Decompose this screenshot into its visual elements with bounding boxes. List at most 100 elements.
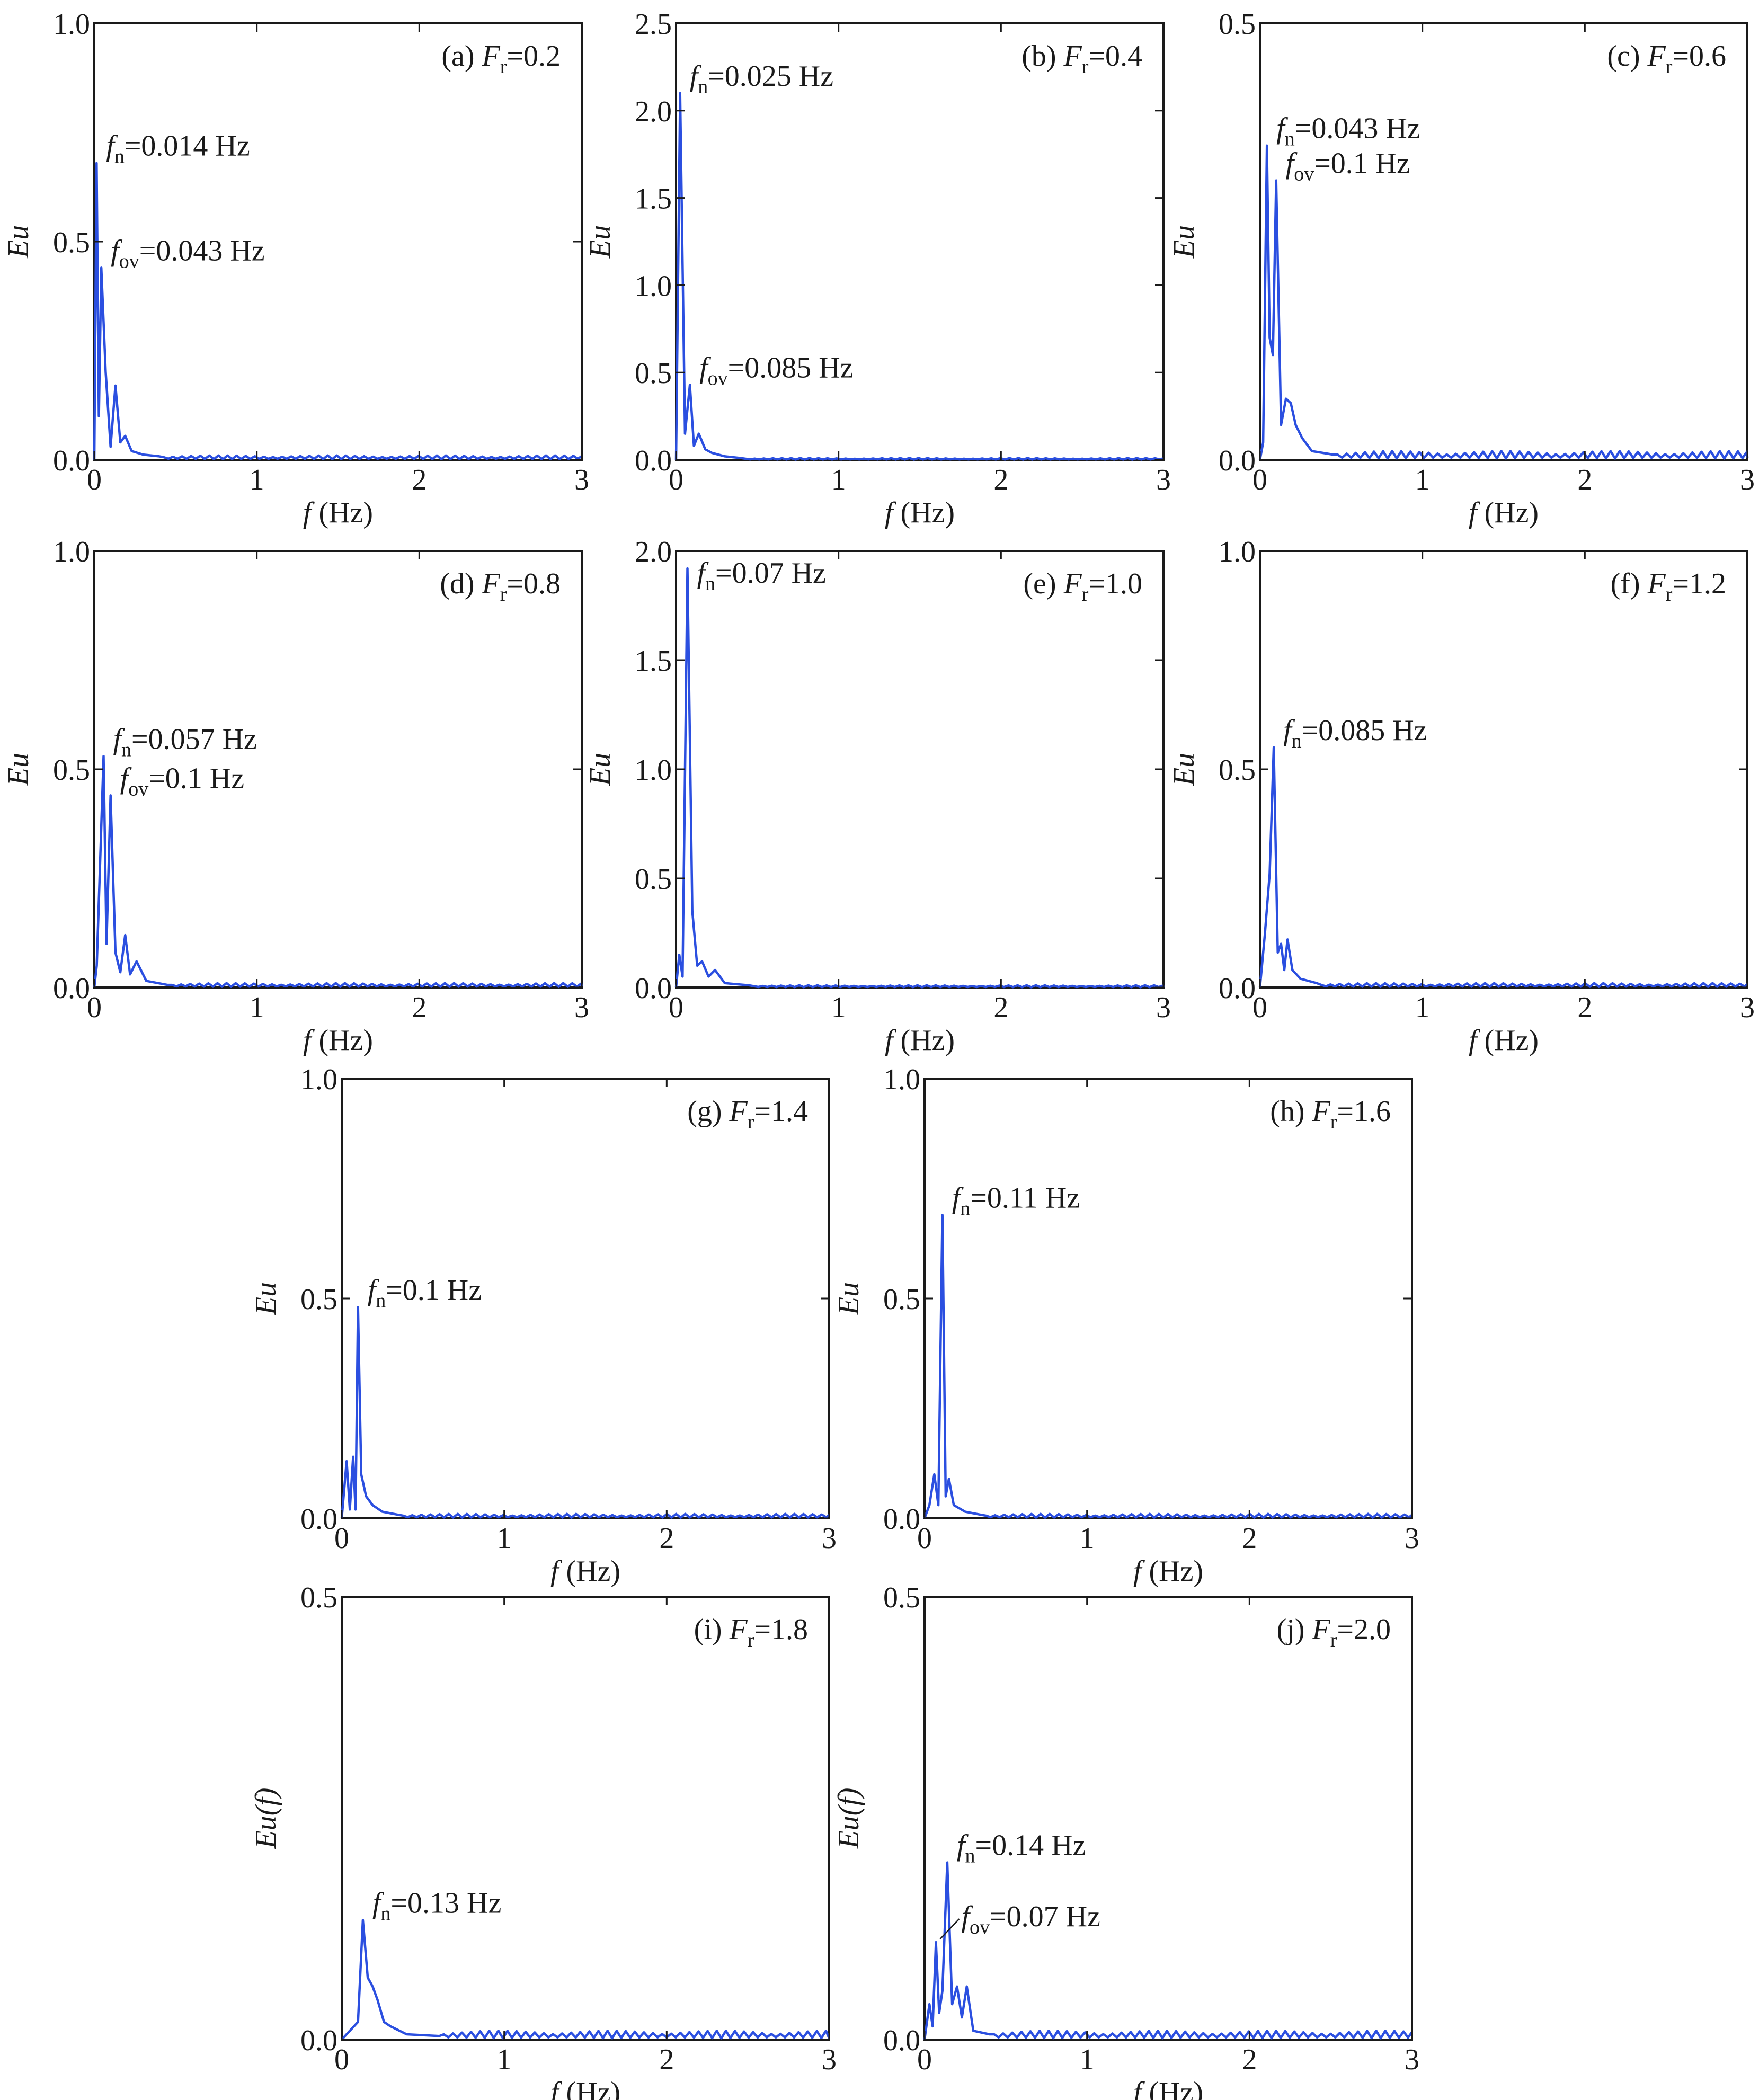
x-tick-label: 2	[659, 1522, 674, 1555]
y-axis-label: Eu	[250, 1282, 282, 1315]
x-axis-label: f (Hz)	[550, 1555, 620, 1588]
y-tick-label: 1.0	[635, 270, 672, 302]
fn-annotation: fn=0.1 Hz	[368, 1274, 482, 1312]
x-axis-label: f (Hz)	[885, 496, 955, 529]
y-tick-label: 1.0	[883, 1063, 920, 1096]
panel-e: 0 1 2 3 0.0 0.5 1.0 1.5 2.0 f (Hz) Eu (e) Fr=1.0 fn=…	[584, 536, 1171, 1057]
x-tick-label: 1	[250, 464, 264, 496]
x-tick-label: 3	[1405, 2043, 1419, 2076]
y-axis-label: Eu	[584, 753, 617, 786]
y-tick-label: 0.0	[883, 1503, 920, 1536]
y-tick-label: 0.0	[635, 444, 672, 477]
fov-annotation: fov=0.1 Hz	[1286, 147, 1410, 185]
fov-annotation: fov=0.1 Hz	[120, 762, 244, 800]
y-tick-label: 1.0	[300, 1063, 337, 1096]
y-tick-label: 0.0	[300, 2024, 337, 2057]
x-tick-label: 1	[831, 464, 846, 496]
y-tick-label: 2.5	[635, 8, 672, 41]
panel-h: 0 1 2 3 0.0 0.5 1.0 f (Hz) Eu (h) Fr=1.6 fn=0.11 H…	[832, 1063, 1419, 1588]
y-tick-label: 1.0	[53, 8, 90, 41]
x-tick-label: 1	[1080, 1522, 1095, 1555]
spectrum-line	[923, 1214, 1413, 1519]
panel-b: 0 1 2 3 0.0 0.5 1.0 1.5 2.0 2.5 f (Hz) Eu (b) Fr=0.4…	[584, 8, 1171, 529]
plot-frame	[341, 1596, 830, 2041]
x-tick-label: 2	[412, 464, 427, 496]
x-axis-label: f (Hz)	[885, 1024, 955, 1057]
fov-annotation: fov=0.043 Hz	[111, 234, 264, 272]
fn-annotation: fn=0.085 Hz	[1283, 714, 1427, 752]
panel-label: (c) Fr=0.6	[1607, 40, 1726, 78]
x-tick-label: 1	[1080, 2043, 1095, 2076]
x-tick-label: 0	[1252, 464, 1267, 496]
x-axis-label: f (Hz)	[1133, 2076, 1203, 2100]
x-tick-label: 2	[993, 991, 1008, 1024]
y-tick-label: 0.5	[53, 226, 90, 259]
x-tick-label: 1	[497, 1522, 512, 1555]
y-tick-label: 1.5	[635, 645, 672, 678]
x-tick-label: 2	[659, 2043, 674, 2076]
x-tick-label: 2	[1577, 464, 1592, 496]
y-tick-label: 2.0	[635, 95, 672, 128]
y-axis-label: Eu(f)	[832, 1787, 865, 1849]
panel-d: 0 1 2 3 0.0 0.5 1.0 f (Hz) Eu (d) Fr=0.8 fn=0.057 …	[2, 536, 589, 1057]
y-tick-label: 0.0	[883, 2024, 920, 2057]
x-tick-label: 0	[669, 991, 683, 1024]
x-tick-label: 1	[831, 991, 846, 1024]
panel-label: (e) Fr=1.0	[1023, 567, 1142, 606]
y-tick-label: 2.0	[635, 536, 672, 568]
y-tick-label: 1.0	[1219, 536, 1256, 568]
y-axis-label: Eu	[584, 225, 617, 259]
panel-label: (b) Fr=0.4	[1021, 40, 1142, 78]
plot-frame	[1259, 550, 1748, 989]
panel-j: 0 1 2 3 0.0 0.5 f (Hz) Eu(f) (j) Fr=2.0 fn=0.14 H…	[832, 1581, 1419, 2100]
y-tick-label: 1.0	[635, 754, 672, 787]
fov-annotation: fov=0.07 Hz	[961, 1900, 1100, 1938]
panel-label: (i) Fr=1.8	[694, 1613, 808, 1651]
plot-frame	[923, 1596, 1413, 2041]
x-tick-label: 1	[497, 2043, 512, 2076]
x-tick-label: 3	[1156, 991, 1171, 1024]
y-tick-label: 0.0	[53, 444, 90, 477]
plot-frame	[1259, 22, 1748, 461]
fov-annotation: fov=0.085 Hz	[699, 351, 853, 389]
y-tick-label: 0.5	[883, 1283, 920, 1316]
panel-f: 0 1 2 3 0.0 0.5 1.0 f (Hz) Eu (f) Fr=1.2 fn=0.085 …	[1168, 536, 1755, 1057]
annotation-leader-line	[939, 1918, 960, 1939]
y-tick-label: 1.0	[53, 536, 90, 568]
x-axis-label: f (Hz)	[303, 496, 373, 529]
y-tick-label: 1.5	[635, 183, 672, 216]
y-tick-label: 0.5	[883, 1581, 920, 1614]
fn-annotation: fn=0.11 Hz	[952, 1181, 1080, 1220]
fn-annotation: fn=0.14 Hz	[957, 1829, 1086, 1867]
x-tick-label: 0	[87, 991, 102, 1024]
x-tick-label: 3	[574, 464, 589, 496]
panel-label: (f) Fr=1.2	[1611, 567, 1726, 606]
x-tick-label: 3	[822, 1522, 837, 1555]
panel-label: (g) Fr=1.4	[687, 1095, 808, 1133]
fn-annotation: fn=0.13 Hz	[372, 1887, 501, 1925]
plot-frame	[675, 550, 1165, 989]
y-tick-label: 0.5	[53, 754, 90, 787]
x-tick-label: 0	[917, 1522, 932, 1555]
y-tick-label: 0.5	[1219, 754, 1256, 787]
spectrum-line	[93, 755, 583, 989]
y-axis-label: Eu	[832, 1282, 865, 1315]
y-axis-label: Eu	[1168, 225, 1201, 259]
y-tick-label: 0.5	[635, 863, 672, 896]
x-tick-label: 0	[334, 2043, 349, 2076]
x-axis-label: f (Hz)	[1133, 1555, 1203, 1588]
y-tick-label: 0.5	[1219, 8, 1256, 41]
plot-frame	[923, 1078, 1413, 1519]
x-tick-label: 1	[1415, 464, 1430, 496]
fn-annotation: fn=0.025 Hz	[690, 60, 833, 98]
panel-label: (j) Fr=2.0	[1277, 1613, 1391, 1651]
fn-annotation: fn=0.07 Hz	[697, 557, 825, 595]
x-axis-label: f (Hz)	[303, 1024, 373, 1057]
x-axis-label: f (Hz)	[1469, 496, 1539, 529]
y-tick-label: 0.0	[300, 1503, 337, 1536]
y-tick-label: 0.0	[1219, 444, 1256, 477]
fn-annotation: fn=0.057 Hz	[113, 723, 256, 761]
plot-frame	[675, 22, 1165, 461]
spectrum-line	[674, 567, 1165, 989]
